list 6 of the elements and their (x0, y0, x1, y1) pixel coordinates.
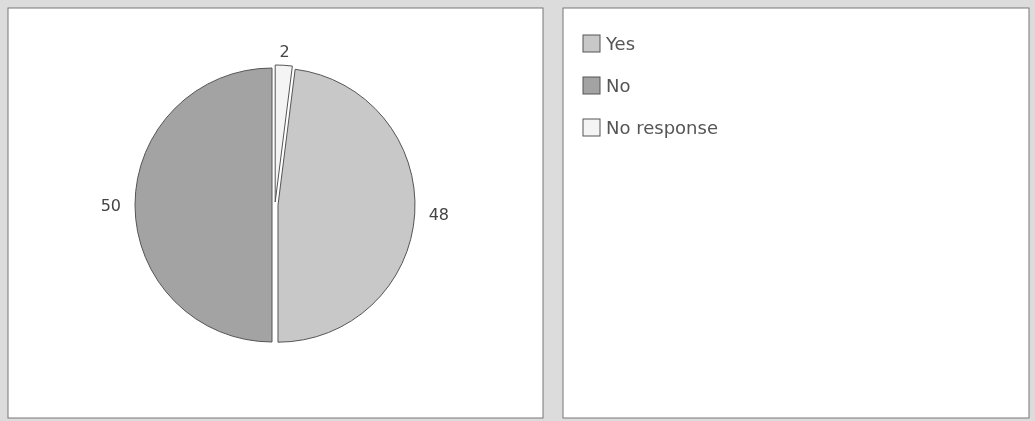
data-label: 2 (279, 41, 290, 61)
legend-label: No (606, 75, 631, 97)
legend-label: Yes (605, 33, 636, 55)
data-label: 50 (100, 195, 121, 215)
legend-label: No response (606, 117, 718, 139)
data-label: 48 (428, 205, 450, 225)
